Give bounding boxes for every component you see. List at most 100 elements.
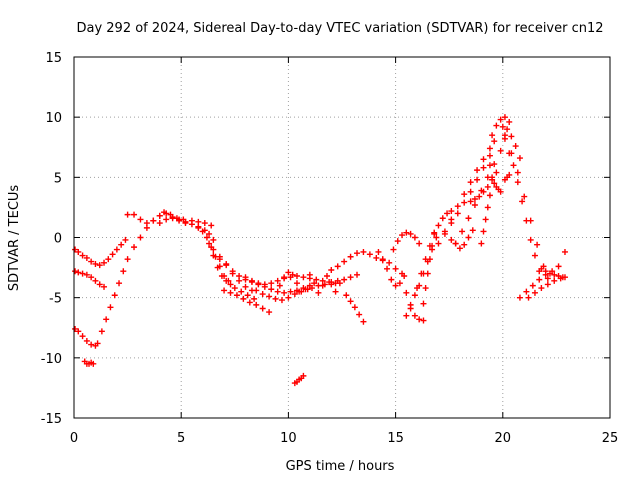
data-point	[83, 254, 90, 261]
data-point	[311, 280, 318, 287]
data-point	[480, 156, 487, 163]
data-series	[390, 229, 423, 253]
data-point	[341, 258, 348, 265]
data-point	[111, 292, 118, 299]
data-series	[343, 292, 367, 325]
axes: 0 5 10 15 20 25 -15 -10 -5 0 5 10 15	[41, 51, 619, 446]
data-point	[501, 114, 508, 121]
data-point	[407, 301, 414, 308]
chart-title: Day 292 of 2024, Sidereal Day-to-day VTE…	[76, 21, 603, 36]
data-point	[534, 241, 541, 248]
y-axis-label: SDTVAR / TECUs	[7, 185, 22, 292]
data-point	[75, 328, 82, 335]
data-point	[236, 273, 243, 280]
data-point	[531, 289, 538, 296]
data-point	[448, 236, 455, 243]
data-point	[441, 228, 448, 235]
data-point	[163, 210, 170, 217]
data-point	[523, 288, 530, 295]
data-point	[118, 241, 125, 248]
data-point	[354, 271, 361, 278]
data-point	[75, 248, 82, 255]
data-point	[536, 276, 543, 283]
data-point	[467, 179, 474, 186]
data-point	[328, 281, 335, 288]
x-tick-label: 25	[602, 431, 619, 446]
data-point	[375, 248, 382, 255]
data-point	[388, 276, 395, 283]
data-point	[489, 132, 496, 139]
data-point	[471, 195, 478, 202]
data-point	[486, 145, 493, 152]
data-point	[223, 262, 230, 269]
data-point	[403, 312, 410, 319]
data-point	[242, 274, 249, 281]
y-tick-label: -15	[41, 412, 62, 427]
data-point	[96, 262, 103, 269]
data-point	[323, 273, 330, 280]
data-point	[418, 270, 425, 277]
data-series	[276, 269, 300, 289]
data-series	[399, 270, 427, 324]
data-point	[188, 217, 195, 224]
data-point	[366, 251, 373, 258]
data-point	[259, 291, 266, 298]
data-series	[478, 192, 493, 247]
y-tick-label: -5	[49, 292, 62, 307]
data-series	[81, 358, 97, 367]
data-point	[88, 274, 95, 281]
data-point	[225, 277, 232, 284]
data-series	[195, 224, 232, 284]
data-point	[379, 256, 386, 263]
data-point	[347, 298, 354, 305]
data-point	[478, 240, 485, 247]
data-point	[431, 229, 438, 236]
y-tick-label: 15	[45, 51, 62, 66]
data-point	[83, 271, 90, 278]
data-point	[448, 208, 455, 215]
data-point	[334, 263, 341, 270]
data-point	[266, 293, 273, 300]
data-point	[506, 118, 513, 125]
data-point	[105, 256, 112, 263]
data-point	[551, 277, 558, 284]
gridlines	[74, 57, 610, 418]
data-point	[411, 312, 418, 319]
data-point	[208, 222, 215, 229]
data-point	[124, 256, 131, 263]
data-point	[90, 360, 97, 367]
data-point	[454, 210, 461, 217]
y-tick-label: -10	[41, 352, 62, 367]
data-point	[116, 280, 123, 287]
data-point	[414, 285, 421, 292]
data-point	[72, 246, 79, 253]
data-point	[300, 274, 307, 281]
data-point	[107, 304, 114, 311]
data-point	[512, 143, 519, 150]
data-series	[486, 162, 504, 195]
data-point	[456, 245, 463, 252]
data-series	[72, 236, 129, 269]
data-point	[461, 191, 468, 198]
data-point	[253, 301, 260, 308]
data-series	[501, 171, 513, 183]
data-point	[169, 215, 176, 222]
data-point	[272, 295, 279, 302]
data-point	[469, 227, 476, 234]
data-series	[72, 268, 108, 290]
x-tick-label: 15	[387, 431, 404, 446]
data-point	[476, 193, 483, 200]
data-point	[506, 171, 513, 178]
x-tick-label: 0	[70, 431, 78, 446]
data-point	[514, 169, 521, 176]
data-point	[474, 167, 481, 174]
data-point	[203, 234, 210, 241]
x-tick-label: 20	[495, 431, 512, 446]
data-point	[266, 309, 273, 316]
data-point	[465, 234, 472, 241]
data-series	[242, 274, 313, 296]
data-series	[420, 229, 438, 307]
data-point	[137, 216, 144, 223]
data-point	[206, 230, 213, 237]
y-tick-label: 0	[54, 232, 62, 247]
